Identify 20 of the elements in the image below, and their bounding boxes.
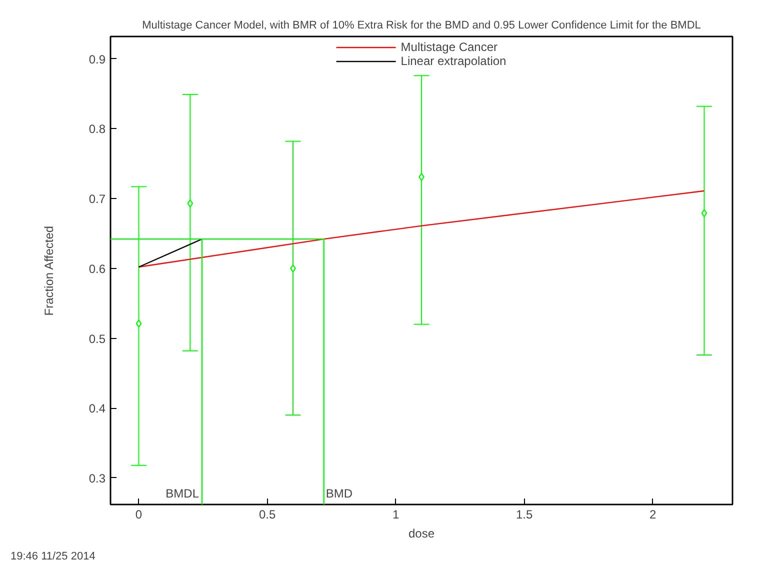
y-axis-title: Fraction Affected xyxy=(42,226,56,316)
text: 19:46 11/25 2014 xyxy=(10,550,96,562)
y-tick-label: 0.9 xyxy=(88,52,106,66)
x-tick-label: 0 xyxy=(135,508,142,522)
x-tick-label: 2 xyxy=(649,508,656,522)
x-tick-label: 1.5 xyxy=(516,508,533,522)
annotation: BMDL xyxy=(166,486,200,500)
y-tick-label: 0.8 xyxy=(88,122,106,136)
x-tick-label: 0.5 xyxy=(258,508,276,522)
y-tick-label: 0.6 xyxy=(88,262,106,276)
legend-label: Multistage Cancer xyxy=(400,40,498,54)
y-tick-label: 0.5 xyxy=(88,332,106,346)
chart-title: Multistage Cancer Model, with BMR of 10% Extra Risk for the BMD and 0.95 Lower Confidence Limit for the BMDL xyxy=(142,20,701,32)
x-tick-label: 1 xyxy=(392,508,400,522)
x-axis-title: dose xyxy=(408,526,435,540)
y-tick-label: 0.4 xyxy=(88,402,106,416)
y-tick-label: 0.3 xyxy=(88,471,106,486)
y-tick-label: 0.7 xyxy=(88,192,106,206)
annotation: BMD xyxy=(326,486,353,500)
legend-label: Linear extrapolation xyxy=(400,54,506,68)
